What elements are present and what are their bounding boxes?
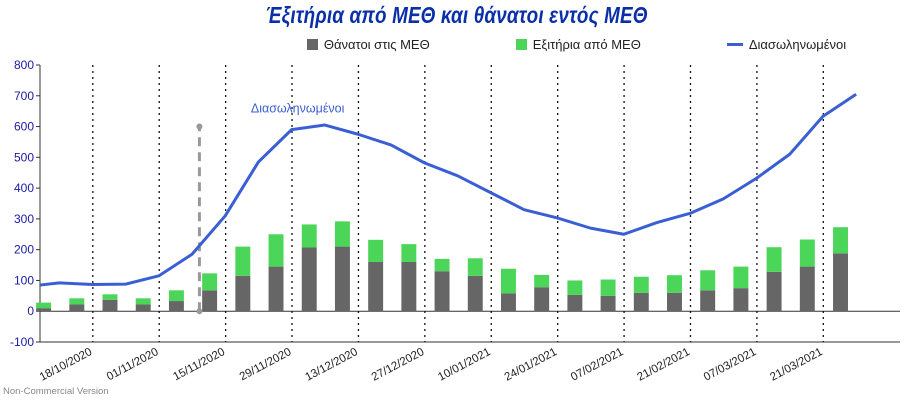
x-tick-label: 01/11/2020 (105, 346, 161, 383)
bar-discharges (600, 279, 616, 296)
legend-item-intubated[interactable]: Διασωληνωμένοι (667, 37, 846, 52)
bar-discharges (334, 221, 350, 247)
x-tick-label: 24/01/2021 (503, 346, 559, 384)
legend-item-discharges[interactable]: Εξιτήρια από ΜΕΘ (456, 37, 641, 52)
bar-deaths (667, 292, 682, 312)
y-tick-label: 100 (14, 273, 34, 287)
bar-discharges (434, 258, 450, 272)
legend-item-deaths[interactable]: Θάνατοι στις ΜΕΘ (67, 37, 430, 52)
bar-deaths (168, 301, 184, 312)
y-tick-label: 400 (14, 181, 34, 195)
bar-discharges (833, 227, 848, 254)
dashed-marker-start (196, 308, 203, 315)
annotation-intubated: Διασωληνωμένοι (251, 102, 345, 116)
y-tick-label: -100 (10, 335, 34, 349)
y-tick-label: 700 (14, 89, 34, 103)
dashed-marker-end (196, 123, 203, 130)
bar-deaths (567, 294, 583, 312)
bar-deaths (69, 304, 85, 312)
bar-deaths (434, 271, 450, 312)
x-tick-label: 13/12/2020 (303, 346, 359, 384)
bar-discharges (500, 268, 516, 294)
legend-label-deaths: Θάνατοι στις ΜΕΘ (323, 37, 430, 52)
bar-discharges (36, 302, 52, 309)
x-tick-label: 21/03/2021 (768, 346, 824, 384)
bar-deaths (633, 292, 649, 312)
y-tick-label: 500 (14, 150, 34, 164)
x-tick-label: 18/10/2020 (38, 346, 94, 384)
x-tick-label: 29/11/2020 (238, 346, 294, 383)
bar-discharges (235, 246, 251, 276)
bar-discharges (467, 258, 483, 276)
bar-deaths (401, 261, 417, 312)
bar-deaths (733, 288, 749, 312)
bar-discharges (401, 244, 417, 262)
legend-swatch-deaths (306, 39, 318, 50)
x-tick-label: 07/03/2021 (702, 346, 758, 384)
bar-discharges (69, 298, 85, 305)
bar-discharges (633, 276, 649, 293)
chart-title: Έξιτήρια από ΜΕΘ και θάνατοι εντός ΜΕΘ (265, 2, 648, 28)
bar-discharges (534, 274, 550, 288)
bar-deaths (766, 271, 782, 312)
bar-discharges (368, 239, 384, 262)
bar-discharges (667, 275, 682, 293)
x-tick-label: 07/02/2021 (569, 346, 625, 384)
bar-deaths (700, 290, 716, 312)
bar-deaths (202, 290, 218, 312)
bar-deaths (334, 246, 350, 312)
legend-swatch-intubated (726, 43, 743, 46)
bar-discharges (733, 266, 749, 289)
y-tick-label: 800 (14, 58, 34, 72)
bar-discharges (700, 270, 716, 291)
bar-discharges (799, 239, 815, 267)
bar-deaths (799, 266, 815, 312)
legend-swatch-discharges (515, 39, 527, 50)
bar-discharges (766, 247, 782, 272)
bar-deaths (301, 247, 317, 312)
bar-deaths (600, 295, 616, 312)
bar-discharges (168, 290, 184, 302)
x-tick-label: 15/11/2020 (171, 346, 227, 383)
x-tick-label: 27/12/2020 (370, 346, 426, 384)
legend: Θάνατοι στις ΜΕΘ Εξιτήρια από ΜΕΘ Διασωλ… (0, 37, 913, 52)
bar-discharges (135, 298, 151, 305)
line-intubated (39, 92, 857, 287)
bar-discharges (102, 294, 118, 300)
bar-discharges (567, 280, 583, 295)
bar-deaths (833, 253, 848, 312)
bar-deaths (235, 275, 251, 312)
legend-label-discharges: Εξιτήρια από ΜΕΘ (532, 37, 641, 52)
bar-deaths (500, 293, 516, 312)
bar-deaths (36, 308, 52, 312)
bar-deaths (467, 275, 483, 312)
bar-discharges (202, 273, 218, 291)
bar-deaths (268, 266, 284, 312)
y-tick-label: 600 (14, 120, 34, 134)
x-tick-label: 10/01/2021 (436, 346, 492, 384)
y-tick-label: 0 (27, 304, 34, 318)
legend-label-intubated: Διασωληνωμένοι (748, 37, 847, 52)
y-tick-label: 200 (14, 243, 34, 257)
bar-discharges (268, 234, 284, 267)
bar-discharges (301, 224, 317, 248)
bar-deaths (102, 299, 118, 312)
x-tick-label: 21/02/2021 (635, 346, 691, 384)
y-tick-label: 300 (14, 212, 34, 226)
bar-deaths (368, 261, 384, 312)
watermark: Non-Commercial Version (3, 386, 109, 397)
bar-deaths (135, 304, 151, 312)
bar-deaths (534, 287, 550, 312)
